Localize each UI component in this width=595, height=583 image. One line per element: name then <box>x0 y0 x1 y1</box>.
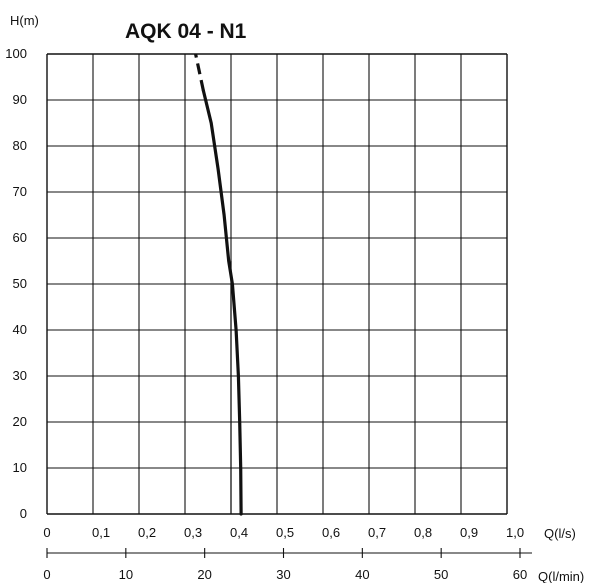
chart-title: AQK 04 - N1 <box>125 20 247 43</box>
y-tick-label: 60 <box>13 230 27 245</box>
x2-tick-label: 10 <box>119 567 133 582</box>
y-tick-labels: 0 10 20 30 40 50 60 70 80 90 100 <box>5 46 27 521</box>
x2-tick-label: 30 <box>276 567 290 582</box>
secondary-x-axis: 0 10 20 30 40 50 60 <box>43 548 532 582</box>
x-axis-label: Q(l/s) <box>544 526 576 541</box>
y-tick-label: 10 <box>13 460 27 475</box>
x-tick-label: 0,3 <box>184 525 202 540</box>
x-tick-label: 0,6 <box>322 525 340 540</box>
x-tick-label: 0,7 <box>368 525 386 540</box>
x-tick-label: 0 <box>43 525 50 540</box>
y-tick-label: 20 <box>13 414 27 429</box>
series-group <box>194 53 243 516</box>
x-tick-label: 0,5 <box>276 525 294 540</box>
x-tick-label: 0,9 <box>460 525 478 540</box>
pump-curve-line <box>201 89 243 516</box>
x-tick-label: 0,8 <box>414 525 432 540</box>
x-tick-label: 1,0 <box>506 525 524 540</box>
x2-tick-label: 40 <box>355 567 369 582</box>
x2-axis-label: Q(l/min) <box>538 569 584 583</box>
y-tick-label: 90 <box>13 92 27 107</box>
x2-tick-label: 50 <box>434 567 448 582</box>
x2-tick-label: 0 <box>43 567 50 582</box>
grid <box>46 53 508 515</box>
y-tick-label: 80 <box>13 138 27 153</box>
x2-tick-label: 20 <box>197 567 211 582</box>
y-tick-label: 0 <box>20 506 27 521</box>
y-tick-label: 50 <box>13 276 27 291</box>
x-tick-label: 0,1 <box>92 525 110 540</box>
y-tick-label: 30 <box>13 368 27 383</box>
pump-curve-dashed <box>194 53 205 92</box>
y-tick-label: 70 <box>13 184 27 199</box>
x-tick-label: 0,4 <box>230 525 248 540</box>
x2-tick-label: 60 <box>513 567 527 582</box>
x-tick-labels: 0 0,1 0,2 0,3 0,4 0,5 0,6 0,7 0,8 0,9 1,0 <box>43 525 524 540</box>
x-tick-label: 0,2 <box>138 525 156 540</box>
y-axis-label: H(m) <box>10 13 39 28</box>
y-tick-label: 40 <box>13 322 27 337</box>
y-tick-label: 100 <box>5 46 27 61</box>
